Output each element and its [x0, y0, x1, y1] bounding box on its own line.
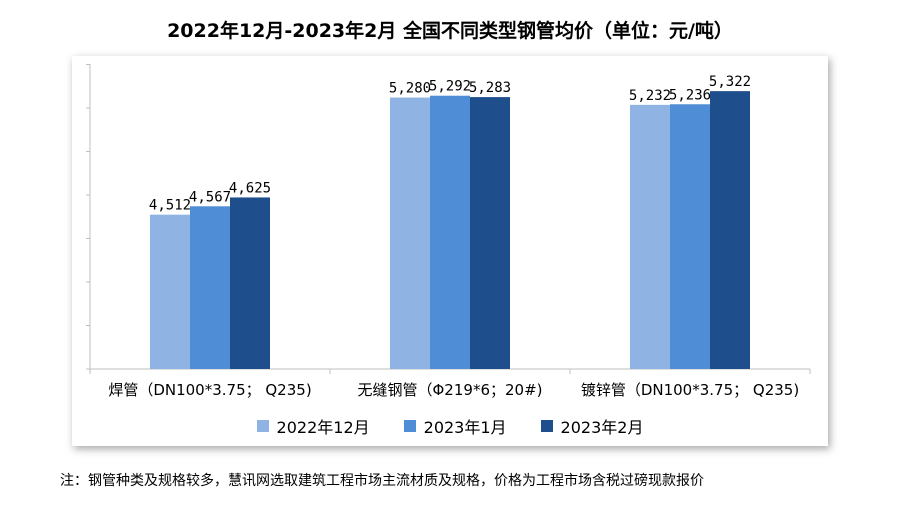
legend-label-2: 2023年1月 — [423, 418, 507, 437]
legend-label-3: 2023年2月 — [560, 418, 644, 437]
data-label: 5,322 — [709, 74, 751, 90]
x-tick-label: 镀锌管（DN100*3.75； Q235) — [581, 381, 799, 399]
data-label: 5,280 — [389, 81, 431, 97]
bar — [430, 95, 470, 369]
legend: 2022年12月 2023年1月 2023年2月 — [0, 414, 900, 438]
bar — [190, 206, 230, 369]
data-label: 4,512 — [149, 198, 191, 214]
data-label: 5,292 — [429, 79, 471, 95]
x-tick-label: 焊管（DN100*3.75； Q235) — [108, 381, 311, 399]
footnote: 注：钢管种类及规格较多，慧讯网选取建筑工程市场主流材质及规格，价格为工程市场含税… — [60, 473, 704, 489]
bar — [150, 214, 190, 369]
bar — [390, 97, 430, 370]
data-label: 5,283 — [469, 80, 511, 96]
bar — [470, 97, 510, 369]
bar — [230, 197, 270, 369]
chart-title: 2022年12月-2023年2月 全国不同类型钢管均价（单位：元/吨） — [167, 20, 733, 42]
legend-swatch-1 — [256, 420, 269, 432]
data-label: 4,567 — [189, 189, 231, 205]
legend-item-2: 2023年1月 — [403, 414, 507, 438]
legend-swatch-2 — [403, 420, 416, 432]
chart-frame: 4,512 4,567 4,625 焊管（DN100*3.75； Q235) 5,280… — [72, 56, 828, 446]
bar — [630, 104, 670, 369]
bar — [670, 104, 710, 369]
legend-item-1: 2022年12月 — [256, 414, 370, 438]
legend-label-1: 2022年12月 — [276, 418, 370, 437]
data-label: 5,232 — [629, 88, 671, 104]
bar — [710, 91, 750, 369]
x-tick-label: 无缝钢管（Φ219*6；20#) — [358, 381, 543, 399]
data-label: 5,236 — [669, 87, 711, 103]
legend-item-3: 2023年2月 — [540, 414, 644, 438]
legend-swatch-3 — [540, 420, 553, 432]
data-label: 4,625 — [229, 180, 271, 196]
